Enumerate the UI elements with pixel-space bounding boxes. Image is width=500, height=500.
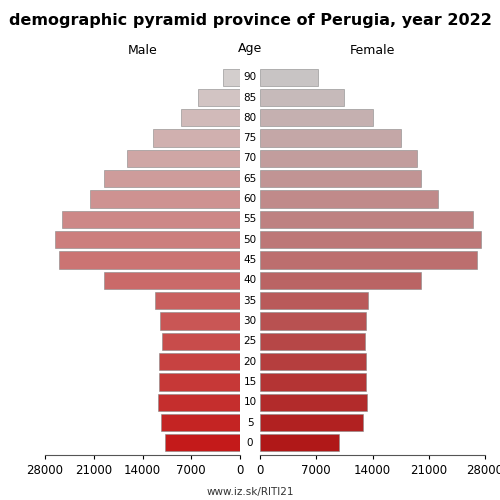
Text: 80: 80: [244, 113, 256, 123]
Text: 40: 40: [244, 276, 256, 285]
Bar: [153, 130, 240, 147]
Text: 5: 5: [246, 418, 254, 428]
Text: 75: 75: [244, 133, 256, 143]
Bar: [260, 89, 344, 106]
Text: 65: 65: [244, 174, 256, 184]
Bar: [260, 292, 368, 310]
Bar: [62, 210, 240, 228]
Bar: [260, 353, 366, 370]
Text: 85: 85: [244, 92, 256, 102]
Bar: [260, 434, 339, 452]
Bar: [260, 190, 438, 208]
Text: 15: 15: [244, 377, 256, 387]
Bar: [260, 394, 367, 411]
Bar: [59, 252, 240, 268]
Bar: [162, 414, 240, 431]
Bar: [260, 312, 366, 330]
Bar: [198, 89, 240, 106]
Text: 20: 20: [244, 356, 256, 366]
Text: 55: 55: [244, 214, 256, 224]
Text: 35: 35: [244, 296, 256, 306]
Bar: [260, 373, 366, 390]
Bar: [56, 231, 240, 248]
Bar: [260, 332, 366, 350]
Bar: [160, 312, 240, 330]
Text: 50: 50: [244, 234, 256, 244]
Bar: [260, 109, 372, 126]
Bar: [90, 190, 240, 208]
Bar: [260, 170, 420, 188]
Bar: [260, 210, 473, 228]
Text: 70: 70: [244, 154, 256, 164]
Text: Male: Male: [128, 44, 158, 57]
Text: 30: 30: [244, 316, 256, 326]
Bar: [260, 272, 420, 289]
Bar: [260, 231, 481, 248]
Bar: [260, 68, 318, 86]
Bar: [127, 150, 240, 167]
Bar: [104, 272, 240, 289]
Text: Age: Age: [238, 42, 262, 55]
Text: 0: 0: [247, 438, 254, 448]
Bar: [155, 292, 240, 310]
Text: Female: Female: [350, 44, 395, 57]
Bar: [162, 332, 240, 350]
Text: 45: 45: [244, 255, 256, 265]
Bar: [260, 130, 400, 147]
Bar: [260, 252, 477, 268]
Text: 25: 25: [244, 336, 256, 346]
Bar: [158, 394, 240, 411]
Text: 90: 90: [244, 72, 256, 82]
Bar: [260, 414, 363, 431]
Bar: [104, 170, 240, 188]
Bar: [181, 109, 240, 126]
Text: 60: 60: [244, 194, 256, 204]
Bar: [260, 150, 416, 167]
Bar: [165, 434, 240, 452]
Text: 10: 10: [244, 397, 256, 407]
Bar: [222, 68, 240, 86]
Text: demographic pyramid province of Perugia, year 2022: demographic pyramid province of Perugia,…: [8, 12, 492, 28]
Text: www.iz.sk/RITI21: www.iz.sk/RITI21: [206, 488, 294, 498]
Bar: [159, 353, 240, 370]
Bar: [158, 373, 240, 390]
